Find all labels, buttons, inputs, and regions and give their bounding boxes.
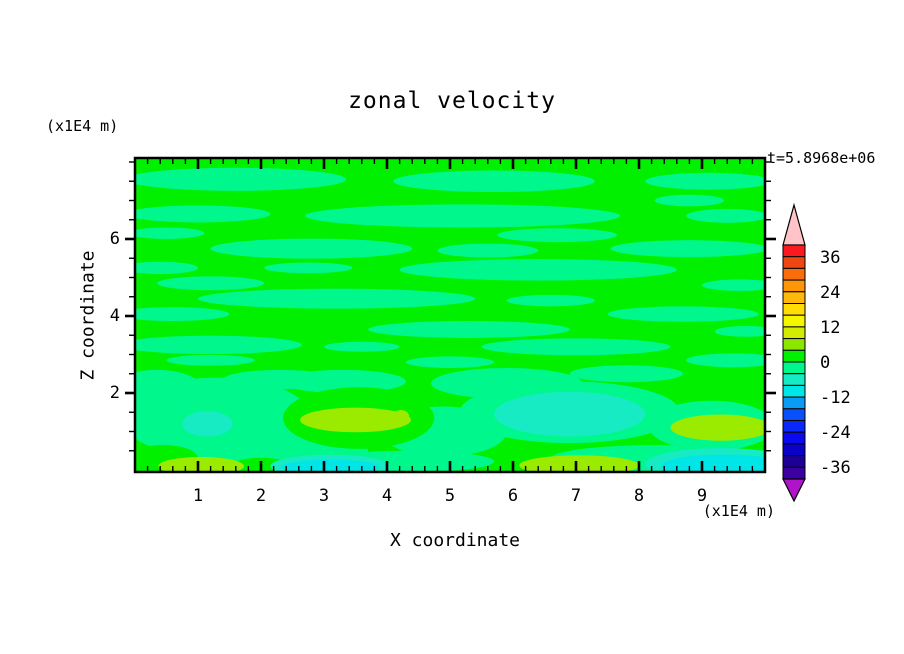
contour-region: [279, 369, 406, 393]
plot-border: [133, 156, 767, 474]
contour-region: [519, 455, 639, 471]
colorbar-tick-label: 36: [820, 247, 841, 268]
colorbar: [782, 203, 806, 503]
colorbar-segment: [782, 303, 806, 316]
colorbar-under-arrow: [782, 478, 806, 503]
contour-region: [506, 294, 595, 307]
x-tick-label: 9: [696, 486, 708, 506]
contour-plot: [125, 156, 776, 474]
colorbar-tick-label: -36: [820, 458, 851, 479]
colorbar-segment: [782, 291, 806, 305]
x-tick-label: 3: [318, 486, 330, 506]
contour-region: [210, 238, 413, 259]
contour-region: [702, 279, 764, 291]
contour-region: [686, 208, 764, 223]
contour-region: [393, 170, 595, 193]
x-axis-title: X coordinate: [389, 530, 521, 551]
colorbar-segment: [782, 279, 806, 293]
colorbar-segment: [782, 396, 806, 410]
contour-region: [136, 261, 198, 275]
contour-region: [654, 194, 725, 207]
timestamp-label: t=5.8968e+06: [767, 149, 876, 167]
x-tick-label: 2: [255, 486, 267, 506]
contour-region: [481, 338, 671, 356]
contour-region: [324, 341, 400, 352]
contour-region: [157, 276, 265, 291]
colorbar-segment: [782, 267, 806, 281]
y-axis-unit-label: (x1E4 m): [46, 117, 119, 135]
colorbar-tick-label: 24: [820, 282, 841, 303]
contour-region: [281, 459, 380, 471]
contour-region: [136, 205, 271, 223]
contour-region: [437, 243, 539, 258]
colorbar-segment: [782, 256, 806, 269]
contour-region: [136, 227, 205, 239]
colorbar-segment: [782, 349, 806, 363]
contour-region: [166, 354, 255, 366]
contour-region: [405, 356, 495, 368]
x-tick-label: 1: [192, 486, 204, 506]
contour-field: [136, 159, 764, 471]
x-tick-label: 4: [381, 486, 393, 506]
contour-region: [136, 369, 205, 413]
x-tick-label: 5: [444, 486, 456, 506]
contour-region: [670, 414, 764, 441]
contour-region: [569, 365, 684, 383]
contour-region: [136, 335, 302, 355]
colorbar-tick-label: -12: [820, 388, 851, 409]
contour-region: [300, 407, 411, 433]
colorbar-segment: [782, 431, 806, 445]
contour-region: [392, 409, 410, 423]
colorbar-segment: [782, 408, 806, 422]
colorbar-segment: [782, 338, 806, 351]
y-tick-label: 6: [109, 229, 120, 249]
contour-region: [607, 306, 759, 322]
colorbar-segment: [782, 361, 806, 375]
colorbar-segment: [782, 455, 806, 468]
contour-region: [686, 353, 764, 368]
contour-region: [399, 259, 677, 281]
x-tick-label: 6: [507, 486, 519, 506]
contour-region: [497, 228, 617, 243]
contour-region: [368, 321, 570, 338]
colorbar-tick-label: 0: [820, 353, 831, 373]
colorbar-tick-label: 12: [820, 317, 841, 338]
y-tick-label: 2: [109, 383, 120, 403]
axis-ticks: [125, 159, 776, 471]
contour-region: [264, 262, 353, 274]
colorbar-tick-label: -24: [820, 423, 851, 444]
contour-region: [136, 167, 347, 191]
contour-region: [198, 288, 476, 309]
colorbar-segment: [782, 373, 806, 386]
contour-region: [714, 326, 764, 337]
colorbar-segment: [782, 314, 806, 328]
contour-region: [136, 307, 230, 322]
x-axis-unit-label: (x1E4 m): [702, 502, 775, 520]
plot-title: zonal velocity: [348, 88, 556, 114]
contour-region: [182, 411, 233, 437]
contour-region: [305, 204, 621, 228]
colorbar-segment: [782, 384, 806, 398]
y-tick-label: 4: [109, 306, 120, 326]
colorbar-segment: [782, 466, 806, 480]
contour-region: [610, 240, 764, 258]
contour-region: [661, 454, 764, 471]
colorbar-segment: [782, 443, 806, 457]
x-tick-label: 8: [633, 486, 645, 506]
contour-region: [645, 172, 764, 190]
colorbar-over-arrow: [782, 203, 806, 246]
x-tick-label: 7: [570, 486, 582, 506]
colorbar-segment: [782, 420, 806, 433]
colorbar-segment: [782, 326, 806, 340]
contour-region: [494, 391, 646, 437]
colorbar-segment: [782, 244, 806, 258]
